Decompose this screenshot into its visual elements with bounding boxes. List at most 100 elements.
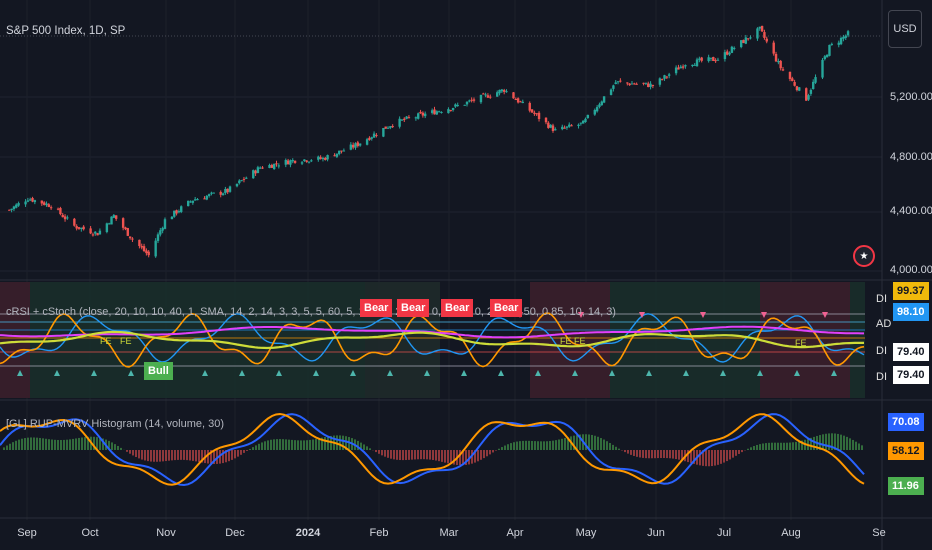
candle (173, 210, 176, 217)
mvrv-value-badge: 11.96 (888, 477, 924, 495)
candle (159, 230, 162, 235)
fe-tag: FE (100, 336, 112, 346)
candle (77, 227, 81, 229)
date-tick: Jul (716, 527, 732, 539)
crsi-value-badge: 98.10 (893, 303, 929, 321)
mvrv-blue-line (0, 413, 865, 487)
candle (175, 210, 178, 214)
candle (289, 160, 292, 165)
crsi-orange-line (0, 312, 865, 368)
candle (658, 78, 662, 85)
candle (795, 86, 799, 91)
candle (616, 81, 620, 83)
candle (581, 120, 585, 124)
candle (398, 118, 401, 127)
crsi-yellow-line (0, 330, 864, 350)
symbol-title: S&P 500 Index, 1D, SP (6, 25, 126, 37)
price-tick: 4,000.00 (890, 264, 932, 276)
candle (839, 37, 843, 45)
candle (389, 126, 392, 128)
candle (226, 188, 229, 193)
candle (293, 160, 297, 163)
candle (305, 160, 308, 162)
candle (368, 137, 371, 141)
crsi-down-triangle (639, 312, 645, 318)
candle (730, 46, 734, 53)
candle (809, 89, 813, 94)
candle (744, 37, 748, 44)
candle (828, 44, 831, 56)
candle (212, 192, 215, 194)
candle (63, 216, 67, 220)
candle (630, 83, 634, 85)
crsi-up-triangle (350, 370, 356, 376)
candle (667, 74, 671, 76)
candle (254, 170, 257, 174)
candle (112, 215, 116, 218)
crsi-up-triangle (794, 370, 800, 376)
crsi-side-label: DI (876, 293, 887, 305)
candle (584, 118, 587, 123)
currency-button[interactable]: USD (888, 10, 922, 48)
candle (500, 89, 504, 92)
candle (600, 101, 603, 106)
candle (498, 89, 501, 94)
crsi-up-triangle (609, 370, 615, 376)
candle (698, 58, 701, 60)
crsi-up-triangle (17, 370, 23, 376)
candle (291, 159, 294, 162)
candle (681, 66, 685, 68)
candle (716, 59, 720, 61)
candle (256, 167, 260, 174)
candle (403, 118, 406, 120)
candle (242, 178, 246, 180)
candle (124, 227, 127, 230)
candle (161, 227, 164, 231)
candle (142, 246, 146, 252)
crsi-down-triangle (578, 312, 584, 318)
candle (651, 84, 655, 86)
candle (33, 200, 37, 203)
date-tick: Aug (781, 527, 801, 539)
candle (609, 89, 613, 95)
candle (547, 122, 550, 128)
candle (131, 238, 134, 240)
candle (468, 100, 471, 102)
candle (177, 211, 181, 213)
candle (793, 82, 796, 86)
candle (430, 110, 434, 113)
crsi-blue-line (0, 313, 865, 363)
candle (59, 208, 62, 215)
candle (812, 81, 815, 89)
candle (66, 217, 69, 219)
candle (554, 129, 557, 131)
candle (549, 124, 552, 128)
candle (535, 113, 538, 115)
candle (435, 111, 439, 115)
crsi-value-badge: 99.37 (893, 282, 929, 300)
candle (663, 75, 666, 79)
candle (108, 223, 111, 225)
candle (660, 79, 664, 81)
us-flag-icon[interactable]: ★ (853, 245, 875, 267)
candle (512, 92, 515, 99)
candle (760, 25, 764, 32)
candle (272, 163, 276, 170)
crsi-up-triangle (387, 370, 393, 376)
candle (163, 219, 167, 229)
candle (98, 230, 102, 235)
candle (419, 111, 422, 114)
candle (451, 107, 455, 111)
candle (482, 93, 485, 95)
candle (791, 78, 794, 82)
candle (749, 37, 752, 39)
candle (121, 218, 125, 228)
candle (375, 135, 378, 137)
candle (602, 96, 606, 103)
candle (570, 125, 573, 127)
candle (114, 215, 118, 219)
crsi-up-triangle (498, 370, 504, 376)
crsi-up-triangle (683, 370, 689, 376)
fe-tag: FE (120, 336, 132, 346)
